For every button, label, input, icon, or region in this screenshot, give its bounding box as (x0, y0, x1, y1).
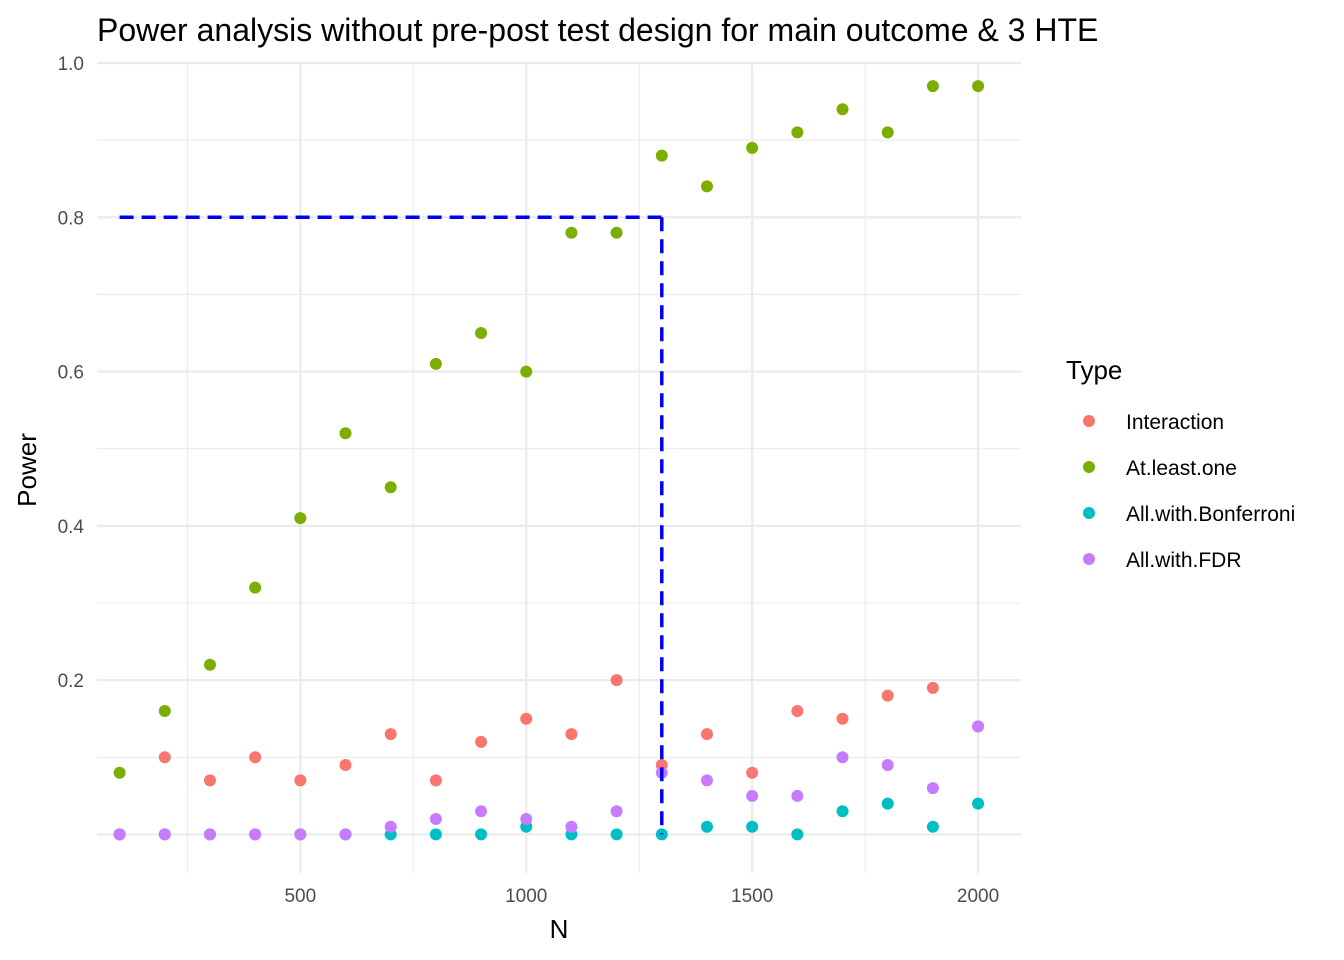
chart-title: Power analysis without pre-post test des… (97, 12, 1098, 48)
data-point (429, 357, 442, 370)
data-point (926, 820, 939, 833)
data-point (565, 728, 578, 741)
x-tick-label: 1500 (731, 886, 773, 907)
data-point (475, 828, 488, 841)
data-point (294, 774, 307, 787)
legend-title: Type (1066, 355, 1122, 385)
data-point (655, 149, 668, 162)
legend-label: All.with.FDR (1126, 549, 1242, 572)
data-point (113, 828, 126, 841)
legend-key (1083, 507, 1095, 519)
data-point (475, 327, 488, 339)
data-point (700, 180, 713, 193)
data-point (836, 712, 849, 725)
data-point (158, 828, 171, 841)
data-point (700, 728, 713, 741)
y-tick-label: 0.4 (58, 517, 85, 538)
y-tick-label: 0.2 (58, 671, 84, 692)
data-point (881, 126, 894, 139)
x-tick-label: 500 (284, 886, 316, 907)
y-tick-label: 0.8 (58, 208, 84, 229)
data-point (746, 789, 759, 802)
data-point (700, 820, 713, 833)
x-axis-ticks: 500 1000 1500 2000 (284, 886, 999, 907)
data-point (791, 705, 804, 717)
data-point (249, 828, 262, 841)
legend-label: At.least.one (1126, 457, 1237, 480)
series-interaction (113, 674, 985, 841)
data-point (429, 774, 442, 787)
legend-key (1083, 415, 1095, 427)
y-tick-label: 1.0 (58, 54, 84, 75)
data-point (926, 782, 939, 795)
data-point (113, 766, 126, 779)
data-point (294, 828, 307, 841)
series-at-least-one (113, 80, 985, 779)
data-point (158, 751, 171, 764)
data-point (881, 759, 894, 771)
data-point (700, 774, 713, 787)
data-point (565, 820, 578, 833)
data-point (746, 766, 759, 779)
x-tick-label: 1000 (505, 886, 547, 907)
x-tick-label: 2000 (957, 886, 999, 907)
data-point (926, 681, 939, 694)
data-point (339, 759, 352, 771)
data-point (429, 828, 442, 841)
data-point (972, 720, 985, 733)
data-point (520, 365, 533, 378)
data-point (610, 828, 623, 841)
data-point (203, 828, 216, 841)
data-point (203, 774, 216, 787)
data-point (972, 797, 985, 810)
data-point (881, 689, 894, 702)
data-point (203, 658, 216, 671)
data-point (836, 103, 849, 116)
data-point (791, 126, 804, 139)
data-point (836, 751, 849, 764)
data-point (384, 481, 397, 494)
legend: Type Interaction At.least.one All.with.Bon… (1066, 355, 1295, 572)
data-point (429, 813, 442, 825)
legend-label: All.with.Bonferroni (1126, 503, 1295, 526)
reference-lines (119, 215, 664, 835)
data-point (475, 735, 488, 748)
data-points (113, 80, 985, 841)
legend-key (1083, 553, 1095, 565)
data-point (294, 512, 307, 525)
data-point (972, 80, 985, 93)
data-point (791, 789, 804, 802)
data-point (926, 80, 939, 93)
data-point (881, 797, 894, 810)
data-point (610, 805, 623, 818)
data-point (520, 712, 533, 725)
legend-label: Interaction (1126, 411, 1224, 434)
data-point (791, 828, 804, 841)
y-axis-ticks: 0.2 0.4 0.6 0.8 1.0 (58, 54, 85, 692)
data-point (610, 674, 623, 687)
legend-key (1083, 461, 1095, 473)
data-point (836, 805, 849, 818)
data-point (520, 813, 533, 825)
data-point (565, 226, 578, 239)
data-point (339, 828, 352, 841)
grid-lines (97, 61, 1021, 873)
data-point (384, 728, 397, 741)
data-point (475, 805, 488, 818)
data-point (746, 820, 759, 833)
series-all-with-fdr (113, 720, 985, 841)
data-point (610, 226, 623, 239)
data-point (249, 751, 262, 764)
y-axis-title: Power (12, 433, 42, 507)
data-point (339, 427, 352, 440)
data-point (384, 820, 397, 833)
data-point (158, 705, 171, 717)
y-tick-label: 0.6 (58, 363, 84, 384)
x-axis-title: N (550, 914, 569, 944)
data-point (249, 581, 262, 594)
data-point (746, 141, 759, 154)
